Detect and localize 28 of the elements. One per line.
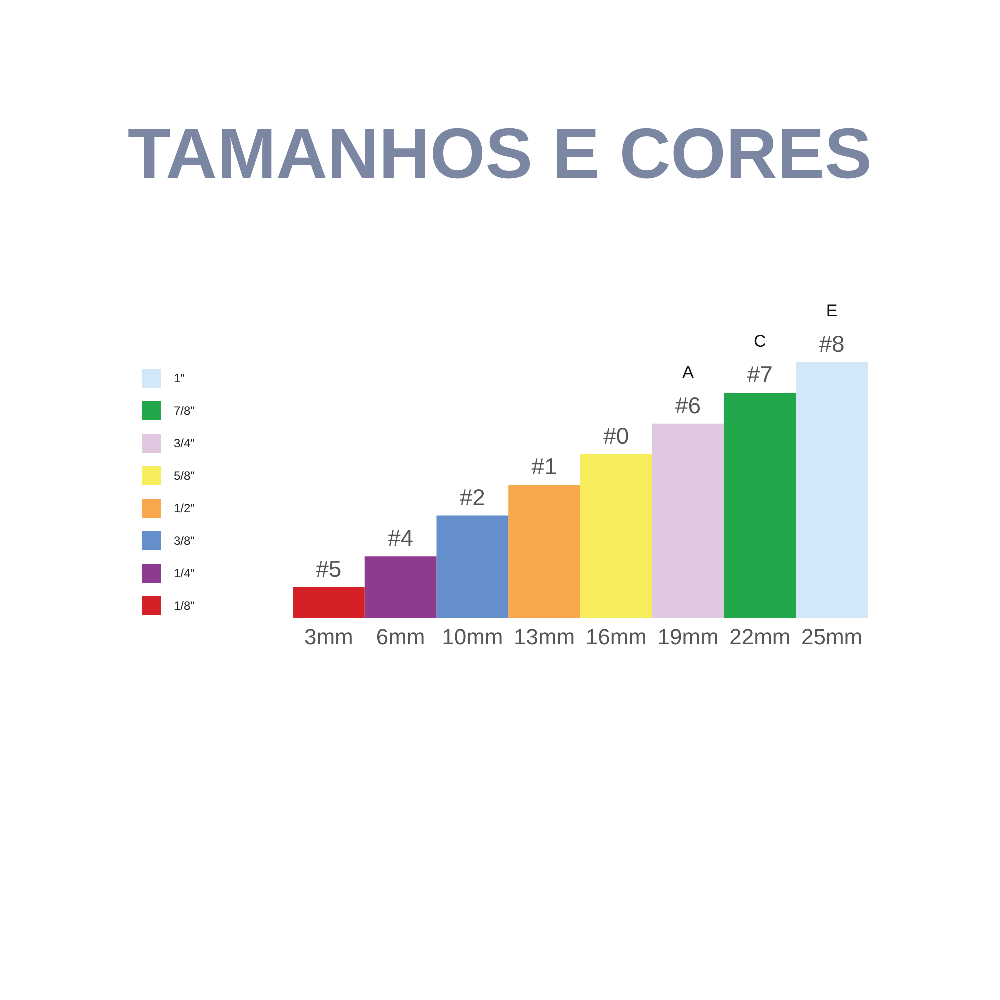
x-tick-label: #6 bbox=[676, 392, 702, 418]
data-label: 13mm bbox=[514, 624, 576, 650]
legend-label: 1/2" bbox=[174, 502, 195, 516]
legend-label: 7/8" bbox=[174, 404, 195, 418]
legend-label: 5/8" bbox=[174, 469, 195, 483]
legend-label: 1/8" bbox=[174, 599, 195, 613]
x-tick-label: #1 bbox=[532, 454, 558, 480]
data-label: 3mm bbox=[304, 624, 354, 650]
x-tick-label: #5 bbox=[316, 556, 342, 582]
annotation: A bbox=[682, 362, 695, 382]
legend-label: 1" bbox=[174, 372, 185, 386]
data-label: 6mm bbox=[376, 624, 426, 650]
data-label: 25mm bbox=[802, 624, 863, 650]
legend-label: 3/4" bbox=[174, 436, 195, 450]
data-label: 19mm bbox=[658, 624, 719, 650]
x-tick-label: #4 bbox=[388, 525, 414, 552]
x-tick-label: #2 bbox=[460, 484, 486, 510]
legend-label: 1/4" bbox=[174, 566, 195, 580]
x-tick-label: #8 bbox=[819, 331, 845, 357]
data-label: 22mm bbox=[730, 624, 791, 650]
annotation: C bbox=[754, 332, 766, 352]
data-label: 10mm bbox=[442, 624, 504, 650]
data-label: 16mm bbox=[586, 624, 647, 650]
x-tick-label: #0 bbox=[604, 422, 630, 449]
x-tick-label: #7 bbox=[747, 362, 773, 388]
annotation: E bbox=[826, 302, 838, 320]
legend-label: 3/8" bbox=[174, 534, 195, 548]
chart-title: TAMANHOS E CORES bbox=[128, 115, 872, 194]
